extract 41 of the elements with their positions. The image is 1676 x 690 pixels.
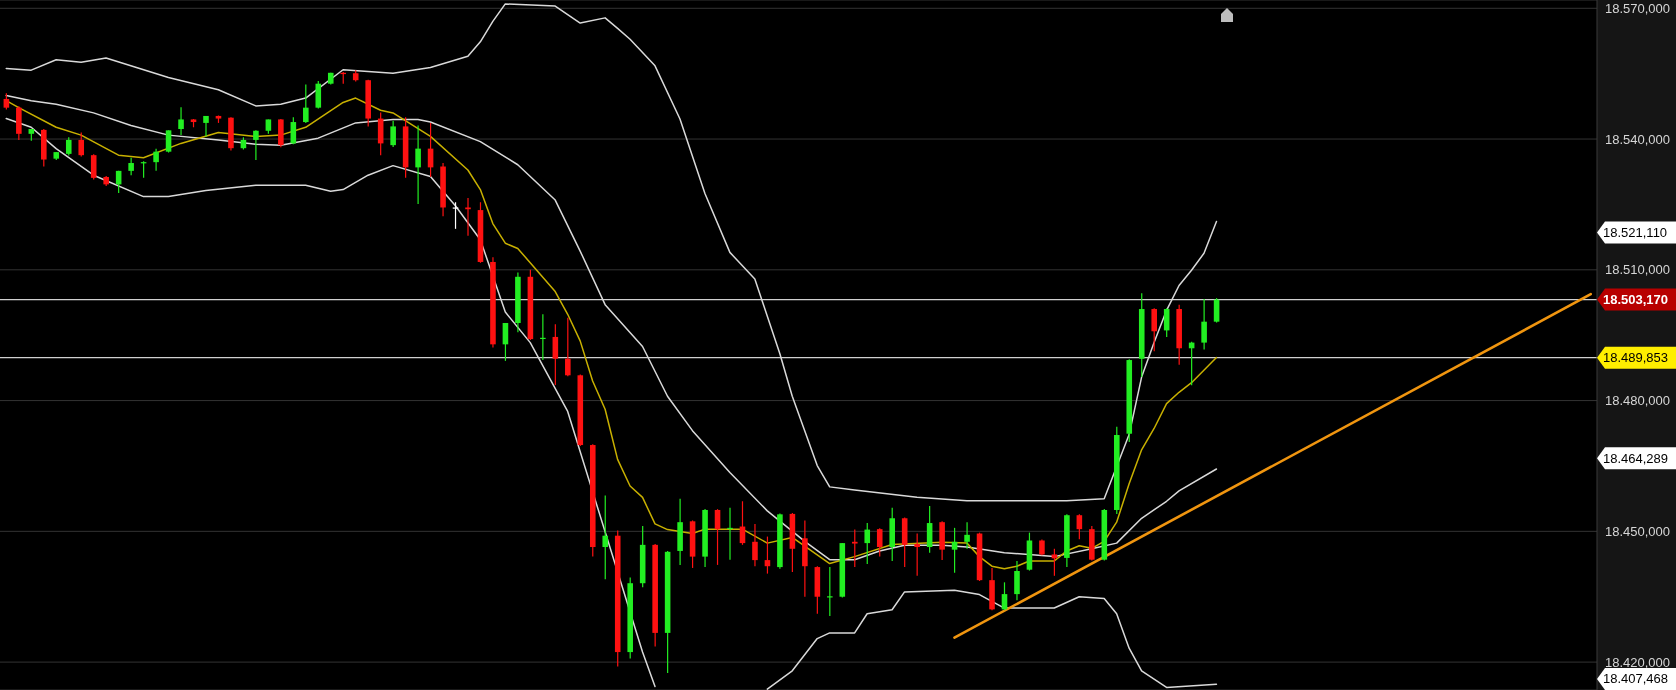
candlestick <box>926 505 933 554</box>
y-tick-label: 18.510,000 <box>1605 262 1671 278</box>
candlestick <box>552 323 559 386</box>
text: 18.521,110 <box>1603 225 1668 241</box>
line-series <box>766 589 1218 690</box>
y-tick-label: 18.480,000 <box>1605 393 1671 409</box>
candlestick <box>303 83 309 124</box>
candlestick <box>415 124 421 205</box>
candlestick <box>178 106 184 136</box>
candlestick <box>1051 548 1058 577</box>
candlestick <box>1076 513 1083 540</box>
candlestick <box>153 148 159 172</box>
candlestick <box>752 523 758 567</box>
y-tick-label: 18.420,000 <box>1605 654 1671 670</box>
candlestick <box>90 153 97 181</box>
candlestick <box>253 129 259 161</box>
y-tick-label: 18.540,000 <box>1605 131 1671 147</box>
candlestick <box>565 317 571 377</box>
candlestick <box>452 201 459 230</box>
candlestick <box>951 527 958 574</box>
candlestick <box>914 532 920 577</box>
ref-line-label: 18.503,170 <box>1603 292 1669 308</box>
candlestick <box>1201 298 1207 351</box>
text: 18.464,289 <box>1603 450 1669 466</box>
candlestick <box>390 120 396 148</box>
text: 18.407,468 <box>1603 671 1669 687</box>
candlestick <box>876 527 883 558</box>
candlestick <box>65 136 72 157</box>
candlestick <box>78 131 85 158</box>
candlestick <box>1014 560 1020 601</box>
candlestick <box>864 522 871 565</box>
y-tick-label: 18.570,000 <box>1605 0 1671 16</box>
candlestick <box>165 129 172 154</box>
candlestick <box>964 521 970 550</box>
candlestick <box>465 197 471 237</box>
candlestick <box>602 495 609 580</box>
candlestick <box>1151 307 1158 352</box>
y-tick-label: 18.450,000 <box>1605 523 1671 539</box>
candlestick <box>851 529 858 568</box>
ref-line-label: 18.489,853 <box>1603 350 1669 366</box>
candlestick <box>315 80 322 110</box>
